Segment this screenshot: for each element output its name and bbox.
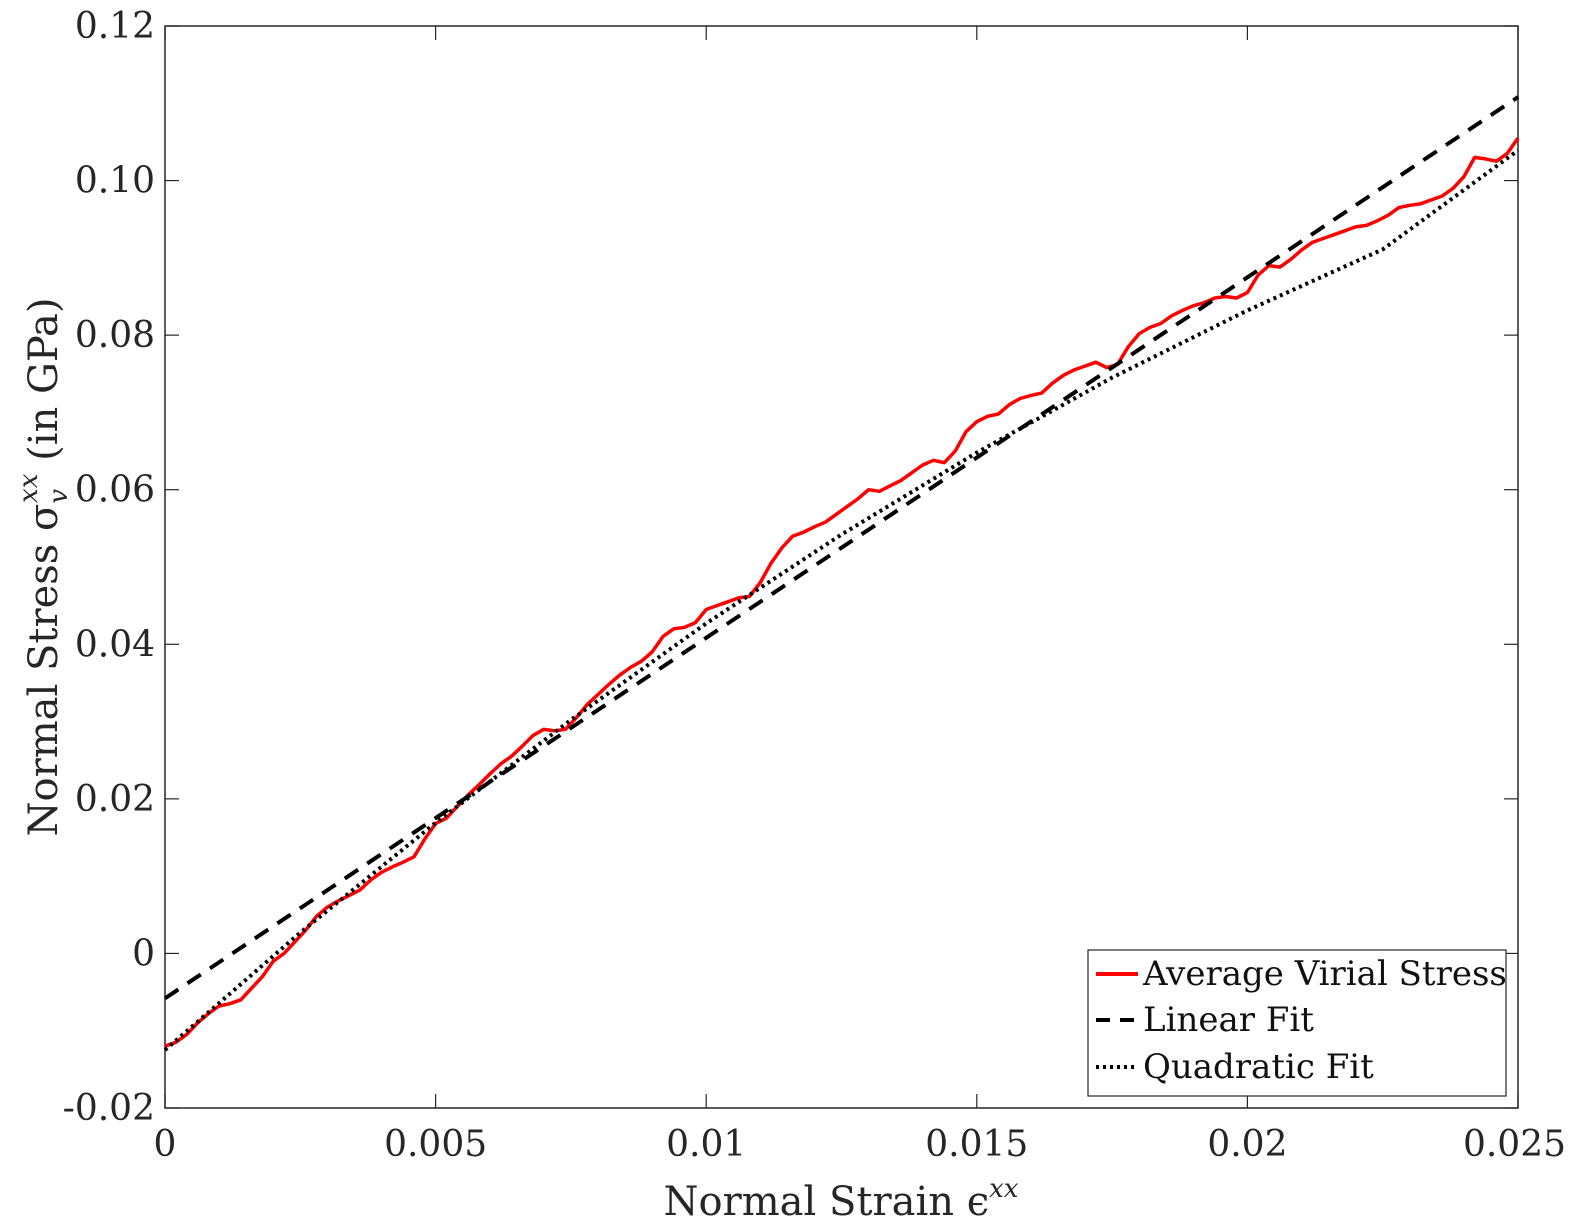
x-axis-label: Normal Strain ϵxx xyxy=(664,1174,1019,1225)
y-axis-label: Normal Stress σvxx (in GPa) xyxy=(14,298,74,837)
y-axis-label-superscript: xx xyxy=(14,473,44,503)
x-tick-label: 0.025 xyxy=(1463,1124,1566,1165)
series-line-linear-fit xyxy=(163,95,1520,1000)
y-axis-label-suffix: (in GPa) xyxy=(21,298,67,474)
legend-label-quadratic-fit: Quadratic Fit xyxy=(1143,1047,1374,1087)
x-tick-label: 0.01 xyxy=(666,1124,746,1165)
legend-box xyxy=(1087,949,1507,1097)
x-tick-label: 0.015 xyxy=(925,1124,1028,1165)
series-line-quadratic-fit xyxy=(163,148,1520,1052)
y-tick-label: -0.02 xyxy=(63,1088,155,1129)
legend-label-linear-fit: Linear Fit xyxy=(1143,1000,1314,1040)
y-tick-label: 0.12 xyxy=(75,6,155,47)
axis-tick-labels: 0 0.005 0.01 0.015 0.02 0.025-0.0200.020.040.… xyxy=(63,6,1566,1165)
series-line-average-virial-stress xyxy=(164,137,1520,1048)
x-tick-label: 0.02 xyxy=(1207,1124,1287,1165)
y-tick-label: 0.02 xyxy=(75,779,155,820)
x-axis-label-superscript: xx xyxy=(989,1174,1019,1204)
y-axis-label-subscript: v xyxy=(44,489,74,504)
y-tick-label: 0.04 xyxy=(75,624,155,665)
legend: Average Virial Stress Linear Fit Quadrat… xyxy=(1087,949,1507,1097)
y-tick-label: 0 xyxy=(132,933,155,974)
y-tick-label: 0.06 xyxy=(75,470,155,511)
x-tick-label: 0 xyxy=(154,1124,177,1165)
y-tick-label: 0.08 xyxy=(75,315,155,356)
series-layer xyxy=(163,95,1520,1052)
legend-label-average-virial-stress: Average Virial Stress xyxy=(1142,954,1507,994)
y-tick-label: 0.10 xyxy=(75,161,155,202)
axis-ticks xyxy=(164,25,1519,1109)
plot-area-border xyxy=(164,25,1519,1109)
x-tick-label: 0.005 xyxy=(384,1124,487,1165)
